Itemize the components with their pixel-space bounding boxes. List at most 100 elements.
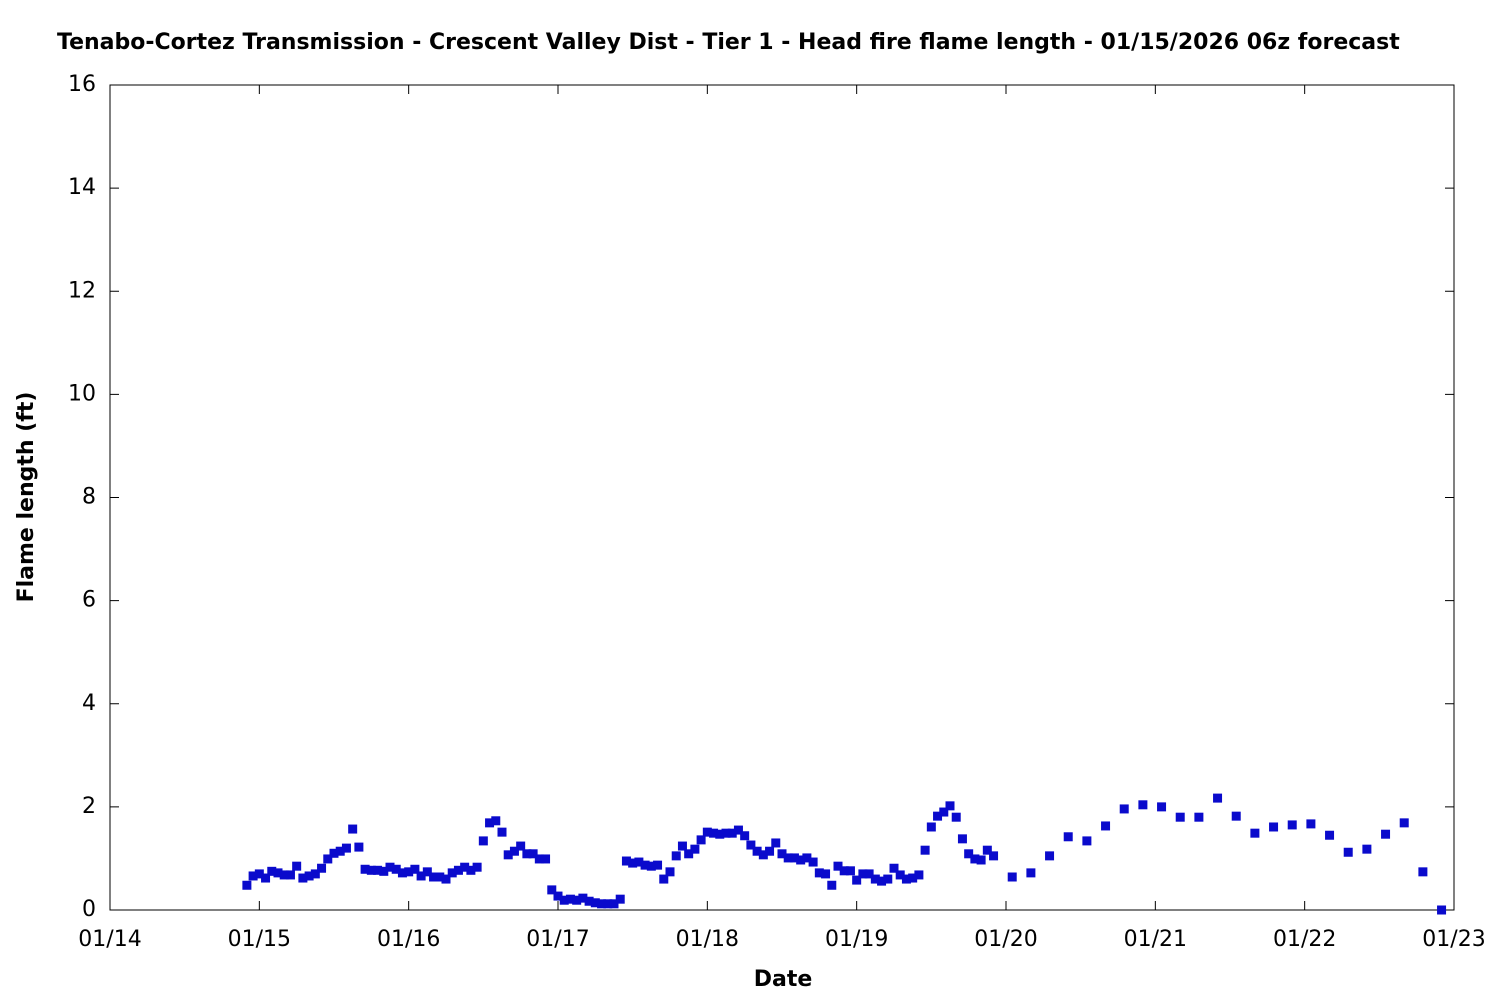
point (646, 861, 656, 871)
point (839, 866, 849, 876)
point (789, 853, 799, 863)
point (466, 865, 476, 875)
point (1306, 819, 1316, 829)
y-tick-label: 0 (82, 897, 96, 922)
x-axis-label: Date (754, 967, 813, 992)
point (597, 899, 607, 909)
point (1119, 804, 1129, 814)
point (877, 876, 887, 886)
point (590, 898, 600, 908)
point (242, 880, 252, 890)
point (1437, 905, 1447, 915)
point (777, 849, 787, 859)
point (1045, 851, 1055, 861)
point (248, 871, 258, 881)
point (453, 865, 463, 875)
point (671, 851, 681, 861)
point (901, 874, 911, 884)
point (373, 865, 383, 875)
point (653, 860, 663, 870)
x-tick-label: 01/17 (526, 927, 589, 952)
point (957, 834, 967, 844)
point (528, 849, 538, 859)
point (951, 812, 961, 822)
point (304, 871, 314, 881)
point (335, 846, 345, 856)
point (348, 824, 358, 834)
point (404, 867, 414, 877)
point (547, 885, 557, 895)
point (1250, 828, 1260, 838)
point (429, 872, 439, 882)
point (391, 864, 401, 874)
point (889, 863, 899, 873)
point (559, 895, 569, 905)
point (292, 861, 302, 871)
y-tick-label: 14 (68, 175, 96, 200)
point (416, 871, 426, 881)
point (1101, 821, 1111, 831)
point (1194, 812, 1204, 822)
y-tick-label: 2 (82, 794, 96, 819)
point (603, 899, 613, 909)
point (858, 869, 868, 879)
point (827, 880, 837, 890)
point (534, 854, 544, 864)
point (1026, 868, 1036, 878)
y-tick-label: 10 (68, 381, 96, 406)
x-tick-label: 01/20 (974, 927, 1037, 952)
x-tick-label: 01/23 (1422, 927, 1485, 952)
x-tick-label: 01/21 (1124, 927, 1187, 952)
point (814, 868, 824, 878)
y-tick-label: 8 (82, 485, 96, 510)
point (640, 860, 650, 870)
point (460, 862, 470, 872)
point (771, 838, 781, 848)
point (765, 846, 775, 856)
x-tick-label: 01/15 (228, 927, 291, 952)
point (1213, 793, 1223, 803)
point (441, 874, 451, 884)
point (1399, 818, 1409, 828)
point (970, 854, 980, 864)
point (908, 873, 918, 883)
point (939, 807, 949, 817)
point (553, 891, 563, 901)
point (615, 894, 625, 904)
point (715, 829, 725, 839)
point (310, 869, 320, 879)
point (609, 899, 619, 909)
point (1362, 844, 1372, 854)
point (1157, 802, 1167, 812)
point (447, 868, 457, 878)
point (677, 841, 687, 851)
point (796, 855, 806, 865)
point (982, 845, 992, 855)
point (341, 843, 351, 853)
point (621, 856, 631, 866)
point (254, 869, 264, 879)
point (696, 835, 706, 845)
y-tick-label: 6 (82, 588, 96, 613)
point (684, 849, 694, 859)
point (298, 873, 308, 883)
point (1175, 812, 1185, 822)
point (397, 868, 407, 878)
point (385, 862, 395, 872)
point (565, 894, 575, 904)
point (709, 828, 719, 838)
point (926, 822, 936, 832)
x-tick-label: 01/19 (825, 927, 888, 952)
point (572, 895, 582, 905)
point (279, 870, 289, 880)
point (746, 840, 756, 850)
point (329, 848, 339, 858)
plot-frame (109, 84, 1455, 911)
point (864, 869, 874, 879)
x-tick-label: 01/22 (1273, 927, 1336, 952)
point (895, 870, 905, 880)
point (733, 825, 743, 835)
point (323, 854, 333, 864)
point (435, 872, 445, 882)
